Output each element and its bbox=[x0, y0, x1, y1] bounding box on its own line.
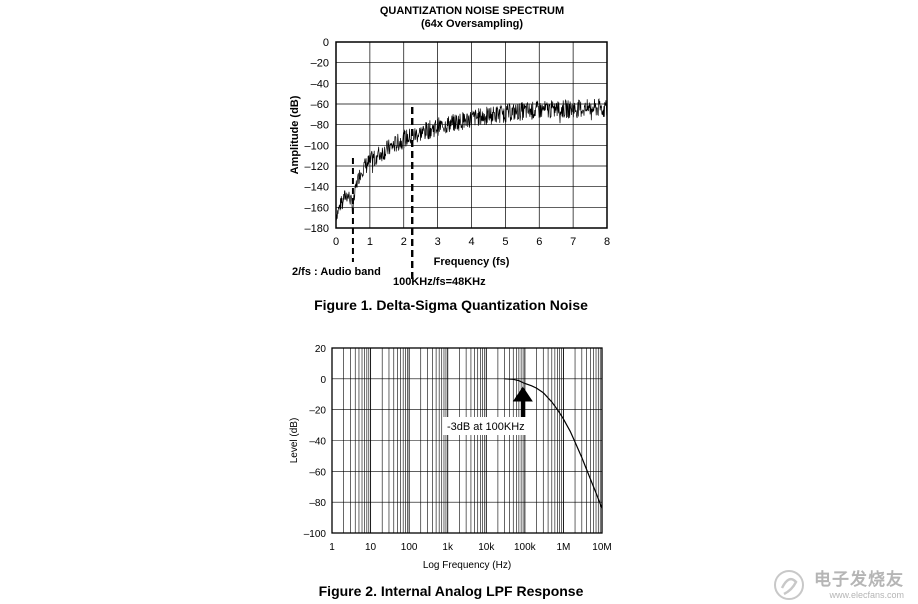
y-axis-label: Amplitude (dB) bbox=[289, 95, 301, 174]
lpf-response-chart: 1 10 100 1k 10k 100k 1M 10M 20 0 –20 –40 –60 –80 –100 L… bbox=[289, 344, 612, 571]
y-tick-label: 0 bbox=[323, 37, 329, 49]
x-tick-label: 10 bbox=[365, 542, 377, 553]
y-tick-label: –100 bbox=[304, 529, 327, 540]
y-tick-label: –80 bbox=[311, 120, 329, 132]
y-tick-label: –140 bbox=[305, 182, 329, 194]
x-tick-label: 10k bbox=[478, 542, 495, 553]
x-tick-label: 5 bbox=[502, 236, 508, 248]
x-tick-label: 4 bbox=[468, 236, 474, 248]
watermark: 电子发烧友 www.elecfans.com bbox=[814, 565, 904, 600]
x-tick-label: 1 bbox=[367, 236, 373, 248]
fig2-caption: Figure 2. Internal Analog LPF Response bbox=[318, 583, 584, 599]
y-tick-label: 20 bbox=[315, 344, 327, 355]
x-tick-label: 6 bbox=[536, 236, 542, 248]
annotation-box bbox=[443, 417, 532, 435]
y-tick-label: –40 bbox=[309, 437, 326, 448]
x-tick-label: 10M bbox=[592, 542, 611, 553]
plot-frame bbox=[335, 41, 608, 229]
x-tick-label: 1 bbox=[329, 542, 335, 553]
x-tick-label: 8 bbox=[604, 236, 610, 248]
fig1-caption: Figure 1. Delta-Sigma Quantization Noise bbox=[314, 297, 588, 313]
watermark-url: www.elecfans.com bbox=[829, 590, 904, 600]
fig1-subtitle: (64x Oversampling) bbox=[420, 18, 524, 30]
y-tick-label: –20 bbox=[309, 406, 326, 417]
x-tick-label: 2 bbox=[401, 236, 407, 248]
x-tick-label: 100k bbox=[514, 542, 537, 553]
y-tick-label: –100 bbox=[305, 140, 329, 152]
cutoff-label: 100KHz/fs=48KHz bbox=[393, 276, 486, 288]
x-tick-label: 1M bbox=[556, 542, 570, 553]
series-lpf-line bbox=[504, 378, 603, 509]
series-noise-trace bbox=[335, 98, 608, 221]
y-axis-label: Level (dB) bbox=[289, 418, 300, 464]
audio-band-label: 2/fs : Audio band bbox=[292, 266, 381, 278]
x-tick-label: 7 bbox=[570, 236, 576, 248]
y-tick-label: –60 bbox=[311, 99, 329, 111]
x-tick-label: 1k bbox=[442, 542, 454, 553]
fig1-title: QUANTIZATION NOISE SPECTRUM bbox=[379, 5, 565, 17]
y-tick-label: –20 bbox=[311, 58, 329, 70]
y-tick-label: –120 bbox=[305, 161, 329, 173]
watermark-text: 电子发烧友 bbox=[814, 570, 904, 589]
x-axis-label: Frequency (fs) bbox=[434, 256, 510, 268]
x-tick-label: 3 bbox=[435, 236, 441, 248]
quantization-noise-chart: 0 1 2 3 4 5 6 7 8 0 –20 –40 –60 –80 –100 –120 –140 –160 –1… bbox=[289, 37, 610, 288]
annotation-arrowhead bbox=[512, 386, 533, 402]
y-tick-label: 0 bbox=[320, 375, 326, 386]
watermark-logo-icon bbox=[774, 570, 804, 600]
y-tick-label: –60 bbox=[309, 467, 326, 478]
y-tick-label: –160 bbox=[305, 202, 329, 214]
y-tick-label: –180 bbox=[305, 223, 329, 235]
plot-frame bbox=[331, 347, 603, 534]
y-tick-label: –40 bbox=[311, 78, 329, 90]
x-axis-label: Log Frequency (Hz) bbox=[423, 560, 511, 571]
x-tick-label: 0 bbox=[333, 236, 339, 248]
x-tick-label: 100 bbox=[401, 542, 418, 553]
annotation-label: -3dB at 100KHz bbox=[447, 421, 525, 433]
y-tick-label: –80 bbox=[309, 498, 326, 509]
